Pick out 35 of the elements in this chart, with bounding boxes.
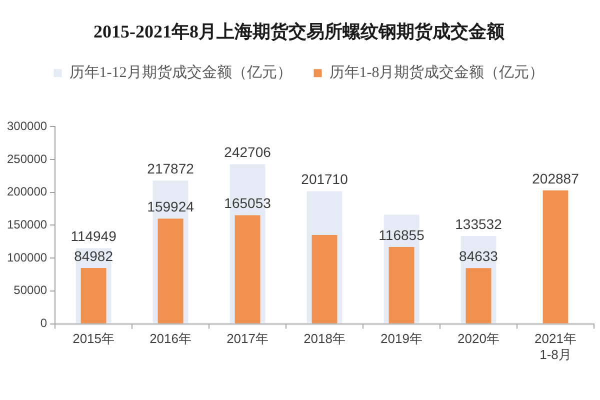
y-tick-label: 250000 xyxy=(6,152,48,166)
bar xyxy=(234,215,260,324)
data-label: 217872 xyxy=(147,160,194,176)
x-tick-label: 2021年 1-8月 xyxy=(534,331,576,362)
y-tick-label: 50000 xyxy=(14,283,48,298)
x-tick-label: 2015年 xyxy=(72,331,114,346)
legend-label: 历年1-8月期货成交金额（亿元） xyxy=(329,64,544,82)
chart-title: 2015-2021年8月上海期货交易所螺纹钢期货成交金额 xyxy=(94,21,506,42)
data-label: 165053 xyxy=(224,195,272,212)
bar xyxy=(542,190,568,324)
x-tick-label: 2016年 xyxy=(150,331,192,346)
y-tick-label: 300000 xyxy=(6,118,48,133)
legend-label: 历年1-12月期货成交金额（亿元） xyxy=(69,64,292,82)
data-label: 133532 xyxy=(455,216,502,232)
data-label: 159924 xyxy=(147,198,194,215)
y-tick-label: 200000 xyxy=(6,184,48,199)
data-label: 242706 xyxy=(224,144,272,160)
bar xyxy=(388,246,414,324)
bar xyxy=(466,268,492,324)
bar xyxy=(312,235,338,324)
data-label: 114949 xyxy=(70,228,117,244)
data-label: 202887 xyxy=(532,170,580,186)
x-tick-label: 2018年 xyxy=(304,331,346,346)
data-label: 84982 xyxy=(74,248,114,264)
x-tick-label: 2017年 xyxy=(226,331,268,346)
bar xyxy=(80,268,106,324)
x-tick-label: 2020年 xyxy=(458,331,500,346)
y-tick-label: 100000 xyxy=(6,250,48,264)
x-tick-label: 2019年 xyxy=(380,331,422,346)
data-label: 116855 xyxy=(378,226,425,243)
y-tick-label: 0 xyxy=(40,316,48,330)
y-tick-label: 150000 xyxy=(6,218,48,232)
data-label: 84633 xyxy=(459,248,498,264)
bar xyxy=(158,218,184,324)
data-label: 201710 xyxy=(301,171,348,188)
